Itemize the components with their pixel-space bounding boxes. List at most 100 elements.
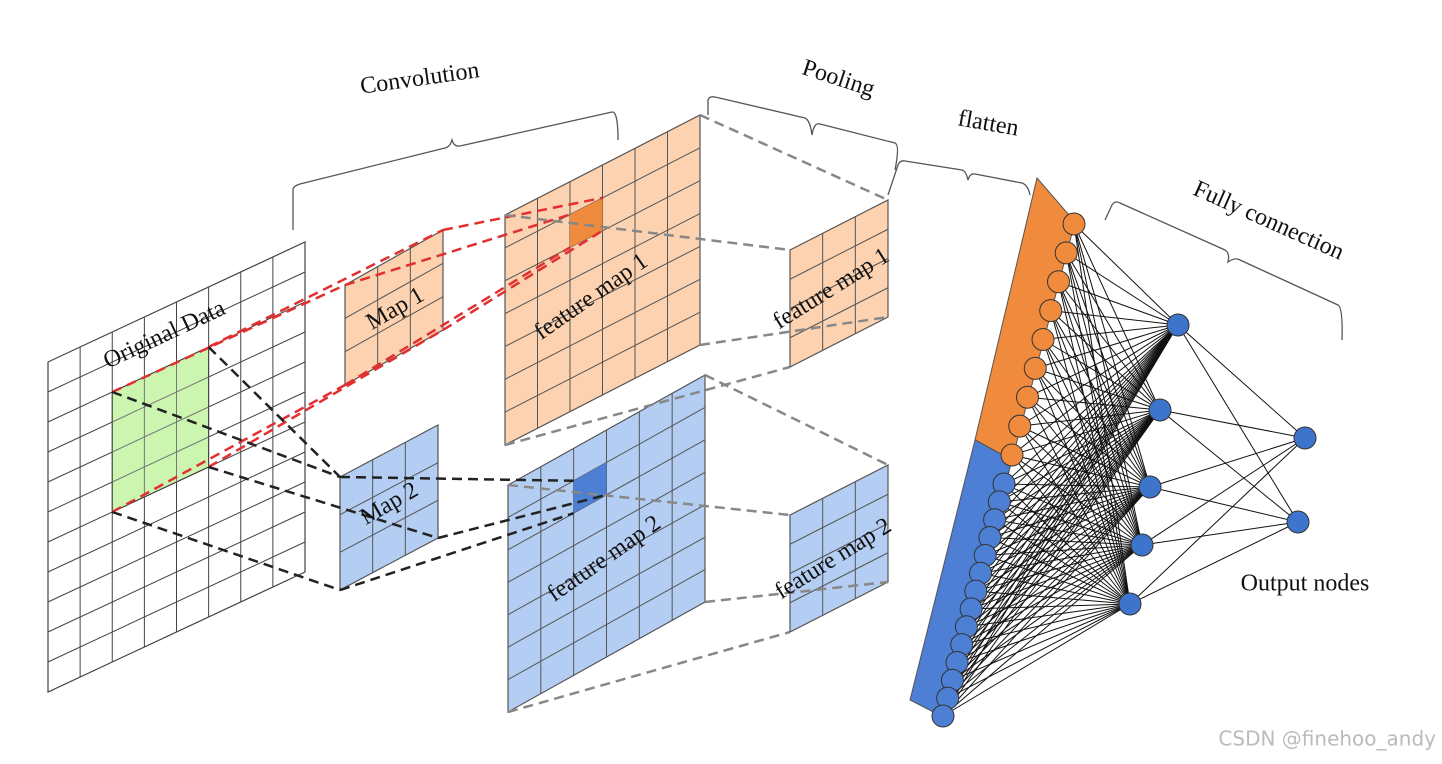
- grid-line: [344, 296, 444, 353]
- connection: [1050, 310, 1179, 326]
- connection: [1011, 324, 1179, 456]
- grid-line: [112, 376, 209, 423]
- dashed-link: [442, 196, 603, 232]
- grid-line: [47, 451, 306, 573]
- grid-line: [339, 499, 439, 553]
- connection: [942, 409, 1161, 717]
- connection: [947, 324, 1179, 699]
- grid-line: [504, 278, 701, 380]
- connection: [980, 572, 1131, 605]
- connection: [942, 486, 1151, 717]
- flatten-node: [1000, 443, 1024, 467]
- connection: [1027, 396, 1161, 411]
- grid-line: [789, 258, 889, 309]
- neuron: [1148, 398, 1172, 422]
- connection: [999, 501, 1143, 546]
- connection: [1065, 252, 1161, 411]
- dashed-link: [111, 390, 341, 479]
- dashed-link: [344, 213, 571, 287]
- connection: [1050, 310, 1151, 488]
- connection: [942, 603, 1131, 717]
- brace: [887, 160, 1031, 196]
- dashed-link: [699, 113, 889, 202]
- grid-line: [504, 245, 701, 347]
- grid-line: [504, 213, 701, 315]
- connection: [1141, 437, 1306, 546]
- connection: [1065, 252, 1143, 546]
- connection: [975, 324, 1179, 592]
- connection: [952, 486, 1151, 681]
- connection: [942, 324, 1179, 717]
- connection: [998, 501, 1131, 605]
- shapes: [47, 113, 1317, 728]
- connection: [1073, 223, 1131, 605]
- dashed-link: [344, 246, 571, 387]
- connection: [1042, 339, 1161, 411]
- flatten-node: [1047, 270, 1070, 294]
- dashed-link: [437, 493, 607, 540]
- grid-line: [507, 471, 706, 583]
- flatten-node: [1054, 241, 1078, 265]
- connection: [980, 324, 1179, 574]
- grid-line: [47, 541, 306, 663]
- connection: [1073, 223, 1179, 326]
- flatten-node: [1031, 328, 1055, 351]
- grid-line: [789, 228, 889, 280]
- dashed-link: [504, 365, 791, 447]
- dashed-link: [704, 373, 889, 467]
- connection: [1141, 521, 1299, 546]
- connection: [1011, 409, 1161, 456]
- output-cell: [570, 197, 603, 248]
- dashed-link: [339, 475, 574, 483]
- flatten-node: [1016, 385, 1039, 409]
- dashed-link: [111, 283, 346, 394]
- dashed-link: [208, 228, 444, 349]
- connection: [1042, 324, 1179, 340]
- stage-label: Fully connection: [1189, 176, 1348, 266]
- connection: [952, 603, 1131, 681]
- grid-line: [507, 504, 706, 616]
- connection: [1177, 324, 1299, 523]
- grid-line: [507, 569, 706, 681]
- connection: [970, 324, 1179, 610]
- grid-line: [47, 481, 306, 603]
- connection: [1073, 223, 1151, 488]
- neuron: [1118, 592, 1142, 616]
- connection: [947, 486, 1151, 699]
- watermark: CSDN @finehoo_andy: [1218, 727, 1436, 751]
- connection: [956, 486, 1151, 663]
- neuron: [1286, 510, 1310, 534]
- grid-line: [339, 462, 439, 516]
- connection: [989, 324, 1179, 538]
- flatten-node: [1008, 414, 1032, 438]
- stage-label: Convolution: [359, 57, 481, 99]
- grid-line: [789, 523, 889, 574]
- neuron: [1293, 426, 1317, 450]
- grid-line: [47, 271, 306, 393]
- brace: [292, 111, 619, 230]
- connection: [1003, 483, 1143, 546]
- connection: [961, 324, 1179, 645]
- connection: [947, 544, 1143, 699]
- connection: [966, 324, 1179, 628]
- connection: [1177, 324, 1306, 439]
- connection: [985, 554, 1131, 605]
- connection: [1035, 367, 1161, 411]
- connection: [1058, 281, 1151, 488]
- connection: [1129, 521, 1299, 605]
- output-label: Output nodes: [1241, 571, 1370, 597]
- grid-line: [112, 436, 209, 483]
- stage-label: Pooling: [799, 55, 878, 103]
- grid-line: [47, 511, 306, 633]
- connection: [942, 544, 1143, 717]
- connection: [1149, 486, 1299, 523]
- dashed-link: [207, 328, 444, 469]
- grid-line: [344, 262, 444, 319]
- connection: [998, 324, 1179, 503]
- connection: [994, 324, 1179, 521]
- connection: [989, 537, 1131, 605]
- connection: [1011, 454, 1151, 488]
- connection: [1129, 437, 1306, 605]
- connection: [956, 324, 1179, 663]
- connection: [975, 590, 1131, 605]
